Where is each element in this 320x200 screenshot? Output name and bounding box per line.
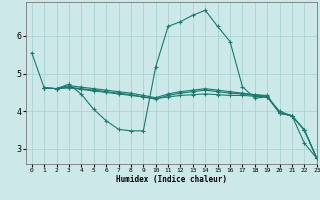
X-axis label: Humidex (Indice chaleur): Humidex (Indice chaleur) xyxy=(116,175,227,184)
